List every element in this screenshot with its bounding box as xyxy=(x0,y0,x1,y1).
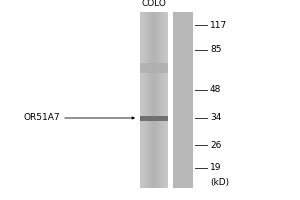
Text: OR51A7: OR51A7 xyxy=(23,114,60,122)
Text: (kD): (kD) xyxy=(210,178,229,188)
Text: COLO: COLO xyxy=(142,0,167,8)
Text: 48: 48 xyxy=(210,86,221,95)
Text: 34: 34 xyxy=(210,114,221,122)
Text: 19: 19 xyxy=(210,164,221,172)
Text: 26: 26 xyxy=(210,140,221,150)
Text: 85: 85 xyxy=(210,46,221,54)
Text: 117: 117 xyxy=(210,21,227,29)
Bar xyxy=(140,63,168,73)
Bar xyxy=(140,12,168,188)
Bar xyxy=(173,12,193,188)
Bar xyxy=(140,116,168,121)
